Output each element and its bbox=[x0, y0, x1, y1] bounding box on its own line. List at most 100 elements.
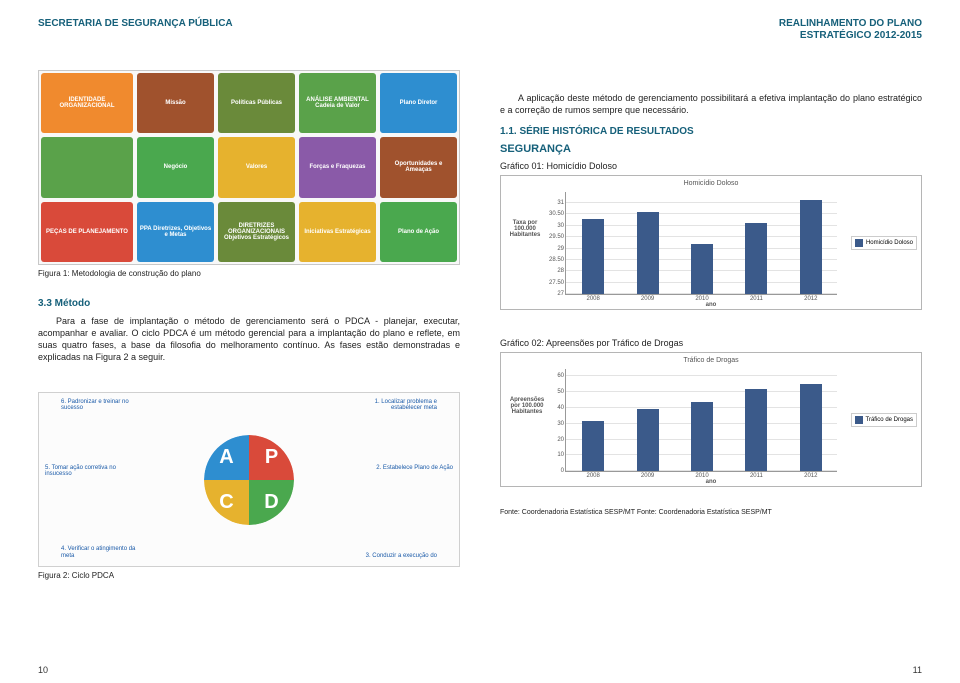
figura-1-diagram: IDENTIDADE ORGANIZACIONAL Missão Polític… bbox=[38, 70, 460, 265]
pdca-step-4: 4. Verificar o atingimento da meta bbox=[61, 546, 141, 559]
fig1-cell: Valores bbox=[218, 137, 295, 197]
document-spread: SECRETARIA DE SEGURANÇA PÚBLICA IDENTIDA… bbox=[0, 0, 960, 683]
chart-gridline: 31 bbox=[566, 202, 837, 203]
fig1-cell: Missão bbox=[137, 73, 214, 133]
serie-title: 1.1. SÉRIE HISTÓRICA DE RESULTADOS bbox=[500, 126, 922, 137]
chart-bar bbox=[637, 212, 659, 294]
grafico1-label: Gráfico 01: Homicídio Doloso bbox=[500, 161, 922, 171]
metodo-text: Para a fase de implantação o método de g… bbox=[38, 315, 460, 364]
grafico1-chart: Homicídio Doloso Taxa por 100.000 Habita… bbox=[500, 175, 922, 310]
pdca-a: A bbox=[204, 435, 249, 480]
grafico1-title: Homicídio Doloso bbox=[505, 180, 917, 187]
chart-ytick-label: 60 bbox=[557, 373, 564, 379]
page-number-left: 10 bbox=[38, 665, 48, 675]
fonte-text: Fonte: Coordenadoria Estatística SESP/MT… bbox=[500, 509, 922, 516]
chart-xtick-label: 2012 bbox=[804, 296, 817, 302]
seguranca-heading: SEGURANÇA bbox=[500, 143, 922, 155]
grafico1-yaxis-title: Taxa por 100.000 Habitantes bbox=[505, 220, 545, 238]
chart-bar bbox=[582, 421, 604, 472]
chart-bar bbox=[745, 223, 767, 294]
page-number-right: 11 bbox=[913, 665, 922, 675]
chart-gridline: 29.50 bbox=[566, 236, 837, 237]
chart-ytick-label: 30 bbox=[557, 223, 564, 229]
pdca-step-3: 3. Conduzir a execução do bbox=[366, 553, 437, 560]
figura-1-caption: Figura 1: Metodologia de construção do p… bbox=[38, 269, 460, 278]
fig1-cell: Iniciativas Estratégicas bbox=[299, 202, 376, 262]
chart-bar bbox=[582, 219, 604, 295]
legend-swatch-icon bbox=[855, 416, 863, 424]
grafico2-xaxis-title: ano bbox=[706, 479, 717, 485]
pdca-c: C bbox=[204, 480, 249, 525]
grafico2-title: Tráfico de Drogas bbox=[505, 357, 917, 364]
chart-ytick-label: 50 bbox=[557, 389, 564, 395]
pdca-circle-icon: A P C D bbox=[204, 435, 294, 525]
fig1-rowlabel-2 bbox=[41, 137, 133, 197]
chart-ytick-label: 10 bbox=[557, 452, 564, 458]
chart-ytick-label: 30 bbox=[557, 421, 564, 427]
chart-bar bbox=[691, 402, 713, 472]
pdca-step-6: 6. Padronizar e treinar no sucesso bbox=[61, 399, 141, 412]
fig1-cell: Plano Diretor bbox=[380, 73, 457, 133]
grafico2-yaxis-title: Apreensões por 100.000 Habitantes bbox=[505, 397, 549, 415]
header-left: SECRETARIA DE SEGURANÇA PÚBLICA bbox=[38, 18, 460, 30]
grafico1-legend-label: Homicídio Doloso bbox=[866, 240, 913, 246]
chart-xtick-label: 2011 bbox=[750, 296, 763, 302]
chart-ytick-label: 40 bbox=[557, 405, 564, 411]
header-right-line1: REALINHAMENTO DO PLANO bbox=[779, 18, 922, 29]
chart-ytick-label: 29 bbox=[557, 246, 564, 252]
fig1-cell: PPA Diretrizes, Objetivos e Metas bbox=[137, 202, 214, 262]
chart-ytick-label: 28.50 bbox=[549, 257, 564, 263]
grafico2-plot-area: 010203040506020082009201020112012 bbox=[565, 369, 837, 472]
metodo-title: 3.3 Método bbox=[38, 298, 460, 309]
chart-ytick-label: 30.50 bbox=[549, 211, 564, 217]
left-page: SECRETARIA DE SEGURANÇA PÚBLICA IDENTIDA… bbox=[0, 0, 480, 683]
pdca-step-2: 2. Estabelece Plano de Ação bbox=[376, 465, 453, 472]
header-right-line2: ESTRATÉGICO 2012-2015 bbox=[800, 30, 922, 41]
intro-text: A aplicação deste método de gerenciament… bbox=[500, 92, 922, 116]
grafico2-chart: Tráfico de Drogas Apreensões por 100.000… bbox=[500, 352, 922, 487]
chart-gridline: 30 bbox=[566, 225, 837, 226]
fig1-cell: Plano de Ação bbox=[380, 202, 457, 262]
chart-ytick-label: 27 bbox=[557, 291, 564, 297]
legend-swatch-icon bbox=[855, 239, 863, 247]
figura-2-pdca: A P C D 6. Padronizar e treinar no suces… bbox=[38, 392, 460, 567]
chart-gridline: 60 bbox=[566, 375, 837, 376]
chart-gridline: 30.50 bbox=[566, 213, 837, 214]
chart-bar bbox=[745, 389, 767, 471]
figura-2-caption: Figura 2: Ciclo PDCA bbox=[38, 571, 460, 580]
chart-bar bbox=[800, 200, 822, 294]
pdca-step-5: 5. Tomar ação corretiva no insucesso bbox=[45, 465, 125, 478]
grafico2-legend: Tráfico de Drogas bbox=[851, 413, 917, 427]
chart-xtick-label: 2011 bbox=[750, 473, 763, 479]
chart-ytick-label: 27.50 bbox=[549, 280, 564, 286]
grafico2-legend-label: Tráfico de Drogas bbox=[866, 417, 913, 423]
fig1-cell: ANÁLISE AMBIENTAL Cadeia de Valor bbox=[299, 73, 376, 133]
pdca-d: D bbox=[249, 480, 294, 525]
grafico1-legend: Homicídio Doloso bbox=[851, 236, 917, 250]
chart-gridline: 50 bbox=[566, 391, 837, 392]
fig1-cell: Negócio bbox=[137, 137, 214, 197]
chart-xtick-label: 2008 bbox=[587, 296, 600, 302]
chart-xtick-label: 2012 bbox=[804, 473, 817, 479]
right-page: REALINHAMENTO DO PLANO ESTRATÉGICO 2012-… bbox=[480, 0, 960, 683]
header-right: REALINHAMENTO DO PLANO ESTRATÉGICO 2012-… bbox=[500, 18, 922, 42]
chart-ytick-label: 0 bbox=[561, 468, 564, 474]
chart-xtick-label: 2009 bbox=[641, 296, 654, 302]
grafico2-label: Gráfico 02: Apreensões por Tráfico de Dr… bbox=[500, 338, 922, 348]
chart-ytick-label: 28 bbox=[557, 268, 564, 274]
fig1-cell: Forças e Fraquezas bbox=[299, 137, 376, 197]
chart-bar bbox=[691, 244, 713, 294]
chart-bar bbox=[637, 409, 659, 471]
grafico1-xaxis-title: ano bbox=[706, 302, 717, 308]
chart-bar bbox=[800, 384, 822, 471]
fig1-cell: DIRETRIZES ORGANIZACIONAIS Objetivos Est… bbox=[218, 202, 295, 262]
chart-xtick-label: 2009 bbox=[641, 473, 654, 479]
chart-ytick-label: 20 bbox=[557, 437, 564, 443]
fig1-rowlabel-1: IDENTIDADE ORGANIZACIONAL bbox=[41, 73, 133, 133]
fig1-cell: Oportunidades e Ameaças bbox=[380, 137, 457, 197]
fig1-rowlabel-3: PEÇAS DE PLANEJAMENTO bbox=[41, 202, 133, 262]
grafico1-plot-area: 2727.502828.502929.503030.50312008200920… bbox=[565, 192, 837, 295]
fig1-cell: Políticas Públicas bbox=[218, 73, 295, 133]
chart-xtick-label: 2008 bbox=[587, 473, 600, 479]
pdca-p: P bbox=[249, 435, 294, 480]
